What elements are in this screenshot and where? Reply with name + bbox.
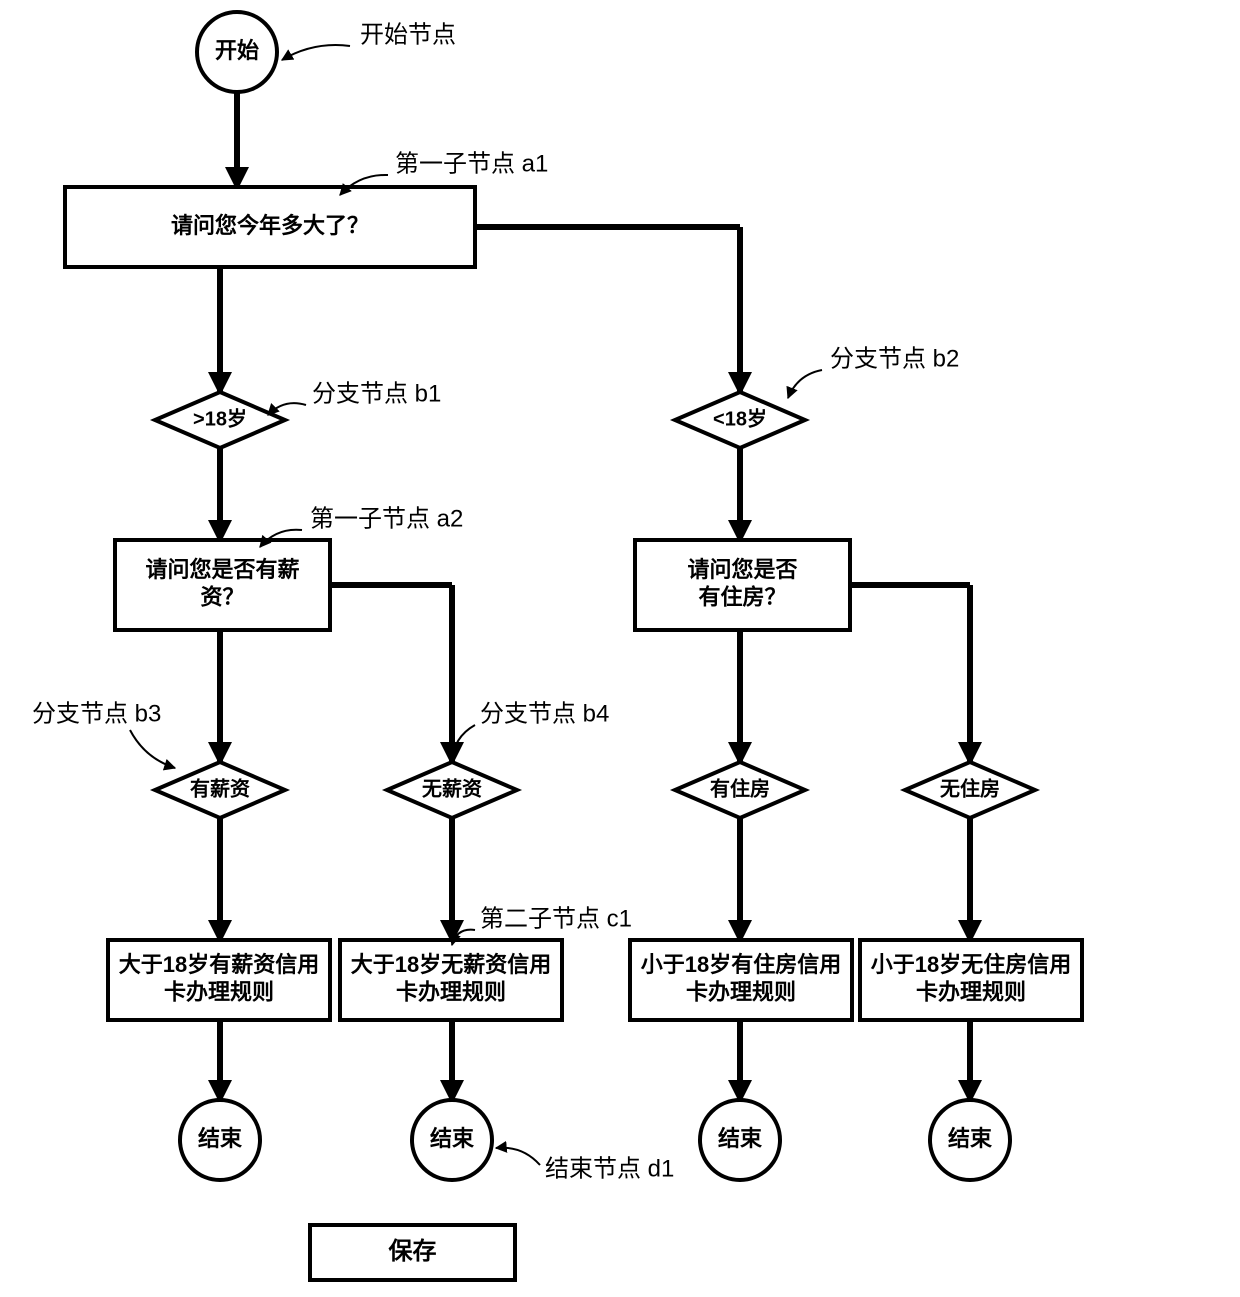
- svg-text:卡办理规则: 卡办理规则: [916, 980, 1026, 1005]
- svg-text:小于18岁无住房信用: 小于18岁无住房信用: [871, 952, 1071, 977]
- node-c1: 大于18岁有薪资信用卡办理规则: [108, 940, 330, 1020]
- svg-text:分支节点 b1: 分支节点 b1: [312, 380, 441, 407]
- annotation: 结束节点 d1: [496, 1148, 674, 1183]
- svg-text:资？: 资？: [200, 585, 244, 610]
- node-b6: 无住房: [905, 762, 1035, 818]
- svg-text:大于18岁无薪资信用: 大于18岁无薪资信用: [351, 952, 551, 977]
- svg-text:无住房: 无住房: [940, 776, 1000, 800]
- node-c4: 小于18岁无住房信用卡办理规则: [860, 940, 1082, 1020]
- flowchart-canvas: 开始请问您今年多大了？ >18岁 <18岁请问您是否有薪资？ 请问您是否有住房？ 有薪资…: [0, 0, 1240, 1297]
- svg-text:卡办理规则: 卡办理规则: [164, 980, 274, 1005]
- svg-text:大于18岁有薪资信用: 大于18岁有薪资信用: [119, 952, 319, 977]
- node-a3: 请问您是否有住房？: [635, 540, 850, 630]
- svg-text:卡办理规则: 卡办理规则: [396, 980, 506, 1005]
- svg-text:开始节点: 开始节点: [360, 21, 456, 48]
- node-save: 保存: [310, 1225, 515, 1280]
- svg-text:请问您今年多大了？: 请问您今年多大了？: [171, 213, 369, 238]
- svg-text:第一子节点 a2: 第一子节点 a2: [310, 505, 463, 532]
- svg-text:请问您是否: 请问您是否: [687, 557, 797, 582]
- svg-text:结束: 结束: [430, 1126, 475, 1151]
- annotation: 分支节点 b1: [268, 380, 441, 415]
- annotation: 分支节点 b3: [32, 700, 175, 768]
- svg-text:有薪资: 有薪资: [190, 776, 250, 800]
- node-b2: <18岁: [675, 392, 805, 448]
- node-b5: 有住房: [675, 762, 805, 818]
- svg-text:分支节点 b2: 分支节点 b2: [830, 345, 959, 372]
- node-d4: 结束: [930, 1100, 1010, 1180]
- svg-text:保存: 保存: [388, 1238, 437, 1265]
- annotation: 分支节点 b4: [452, 700, 609, 762]
- svg-text:分支节点 b4: 分支节点 b4: [480, 700, 609, 727]
- node-a1: 请问您今年多大了？: [65, 187, 475, 267]
- node-d3: 结束: [700, 1100, 780, 1180]
- annotation: 开始节点: [282, 21, 456, 60]
- svg-text:第二子节点 c1: 第二子节点 c1: [480, 905, 632, 932]
- svg-text:有住房: 有住房: [710, 776, 770, 800]
- svg-text:结束节点 d1: 结束节点 d1: [545, 1155, 674, 1182]
- svg-text:有住房？: 有住房？: [698, 585, 786, 610]
- svg-text:无薪资: 无薪资: [422, 776, 482, 800]
- annotation: 分支节点 b2: [788, 345, 959, 398]
- node-b1: >18岁: [155, 392, 285, 448]
- node-c3: 小于18岁有住房信用卡办理规则: [630, 940, 852, 1020]
- node-d2: 结束: [412, 1100, 492, 1180]
- node-c2: 大于18岁无薪资信用卡办理规则: [340, 940, 562, 1020]
- node-a2: 请问您是否有薪资？: [115, 540, 330, 630]
- svg-text:<18岁: <18岁: [713, 406, 767, 430]
- node-b4: 无薪资: [387, 762, 517, 818]
- node-d1: 结束: [180, 1100, 260, 1180]
- svg-text:>18岁: >18岁: [193, 406, 247, 430]
- svg-text:请问您是否有薪: 请问您是否有薪: [145, 557, 299, 582]
- svg-text:第一子节点 a1: 第一子节点 a1: [395, 150, 548, 177]
- svg-text:小于18岁有住房信用: 小于18岁有住房信用: [641, 952, 841, 977]
- svg-text:分支节点 b3: 分支节点 b3: [32, 700, 161, 727]
- svg-text:卡办理规则: 卡办理规则: [686, 980, 796, 1005]
- node-b3: 有薪资: [155, 762, 285, 818]
- svg-text:开始: 开始: [215, 38, 259, 63]
- svg-text:结束: 结束: [948, 1126, 993, 1151]
- svg-text:结束: 结束: [198, 1126, 243, 1151]
- node-start: 开始: [197, 12, 277, 92]
- svg-text:结束: 结束: [718, 1126, 763, 1151]
